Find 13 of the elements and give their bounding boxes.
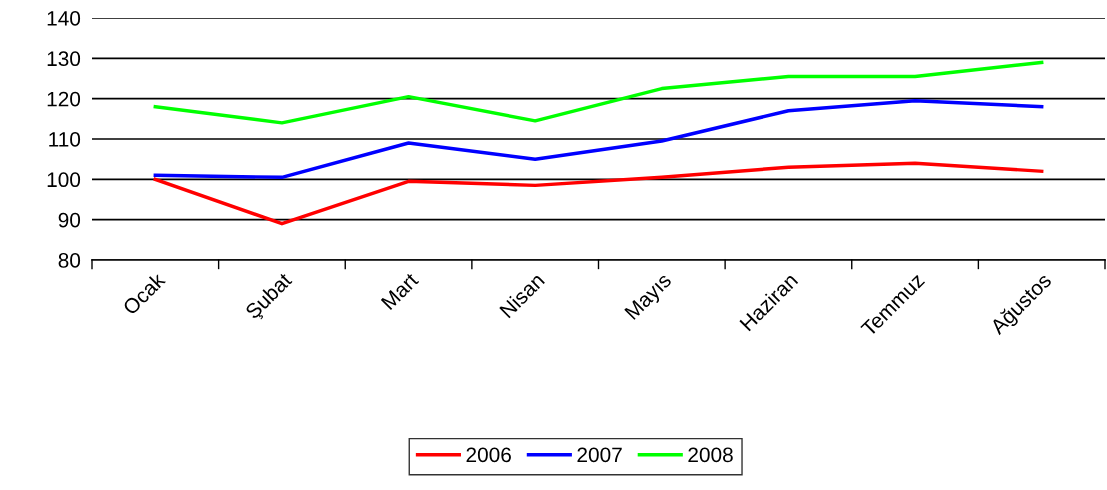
- y-tick-label: 120: [47, 91, 81, 107]
- y-tick-label: 80: [58, 253, 81, 268]
- legend-label: 2006: [466, 447, 511, 463]
- legend-label: 2008: [688, 447, 733, 463]
- line-series: [153, 161, 1044, 226]
- line-series: [153, 98, 1044, 180]
- y-tick-label: 110: [49, 132, 81, 147]
- line-series: [153, 60, 1044, 125]
- legend-label: 2007: [577, 447, 622, 463]
- y-tick-label: 90: [58, 212, 81, 228]
- y-tick-label: 140: [47, 11, 81, 26]
- y-tick-label: 100: [47, 172, 81, 188]
- y-tick-label: 130: [47, 51, 81, 67]
